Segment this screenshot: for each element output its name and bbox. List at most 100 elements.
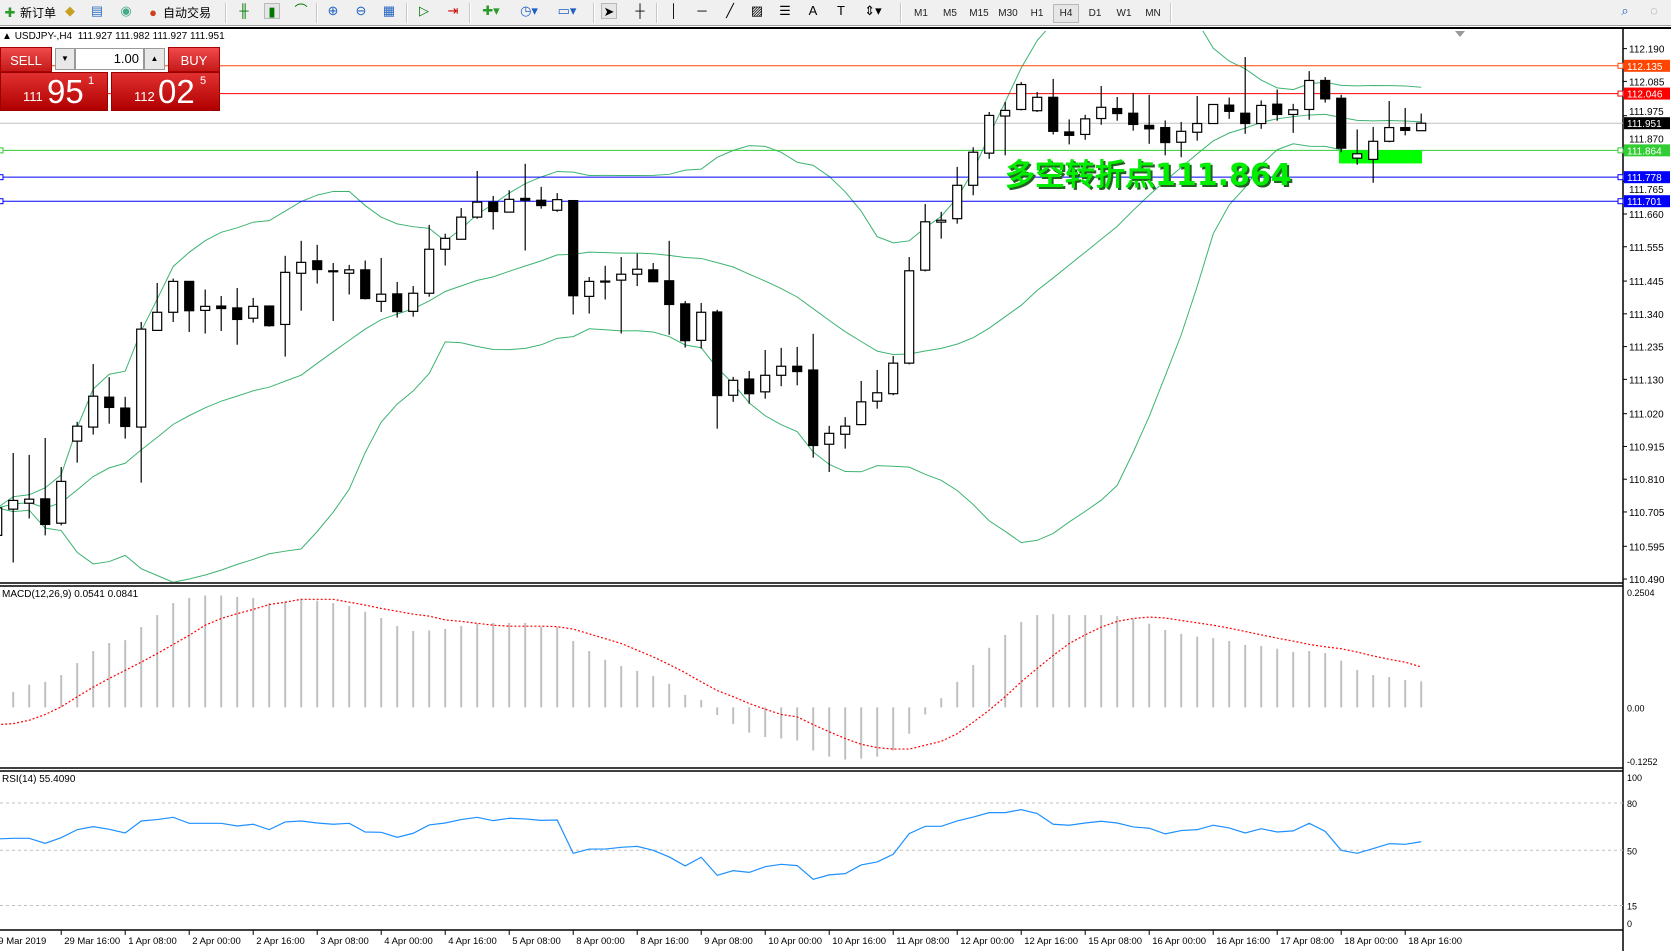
price-tag [1624,87,1670,100]
price-tick-label: 111.975 [1629,107,1664,118]
price-tick-label: 110.595 [1629,542,1665,553]
candle [472,170,483,219]
candle [0,507,3,536]
candle [1192,96,1203,141]
bull-candle-body [56,480,67,524]
candle [392,282,403,318]
price-tick-label: 111.445 [1629,277,1664,288]
timeframe-h1[interactable]: H1 [1030,8,1044,19]
bull-candle-body [1032,96,1043,112]
bull-candle-body [152,311,163,331]
bull-candle-body [1208,103,1219,125]
time-label: 9 Apr 08:00 [704,936,753,947]
candlestick-icon[interactable]: ▮ [264,3,280,19]
templates-icon[interactable]: ▭▾ [557,3,577,18]
candle [856,380,867,426]
zoom-out-icon[interactable]: ⊖ [355,3,367,18]
bear-candle-body [1048,96,1059,132]
tile-windows-icon[interactable]: ▦ [382,3,396,18]
sell-price[interactable]: 111 95 1 [0,72,108,111]
price-tick-label: 110.490 [1629,575,1665,586]
bear-candle-body [520,197,531,201]
timeframe-m15[interactable]: M15 [969,8,989,19]
chart-shift-icon[interactable]: ⇥ [447,3,459,18]
price-tick-label: 111.235 [1629,343,1664,354]
bull-candle-body [1304,79,1315,111]
bear-candle-body [1224,104,1235,112]
auto-scroll-icon[interactable]: ▷ [419,3,429,18]
time-label: 18 Apr 16:00 [1408,936,1462,947]
lot-increase-button[interactable]: ▲ [144,48,165,70]
bull-candle-body [8,499,19,510]
chat-icon[interactable]: ◌ [1650,3,1658,18]
highlight-zone [1339,150,1422,164]
bear-candle-body [792,365,803,373]
horizontal-line-icon[interactable]: ─ [697,3,707,18]
bar-chart-icon[interactable]: ╫ [239,3,249,18]
macd-header: MACD(12,26,9) 0.0541 0.0841 [2,589,139,600]
candle [1320,77,1331,103]
bear-candle-body [1160,126,1171,144]
timeframe-h4[interactable]: H4 [1053,4,1079,23]
indicators-icon[interactable]: ✚▾ [482,3,500,18]
cursor-icon[interactable]: ➤ [601,3,617,19]
price-tag-label: 111.864 [1627,146,1662,157]
bull-candle-body [696,311,707,341]
line-chart-icon[interactable]: ⌒ [294,3,308,18]
time-label: 29 Mar 16:00 [64,936,120,947]
candle [872,370,883,409]
buy-price[interactable]: 112 02 5 [111,72,220,111]
candle [1240,57,1251,134]
pivot-annotation: 多空转折点111.864 [1005,158,1292,193]
bull-candle-body [600,280,611,283]
candle [136,321,147,483]
bull-candle-body [776,365,787,376]
candle [1032,92,1043,112]
lot-size-input[interactable]: 1.00 [75,48,144,70]
candle [1368,126,1379,183]
new-order-button[interactable]: ✚ 新订单 [2,3,56,23]
vertical-line-icon[interactable]: │ [669,3,679,18]
candle [888,355,899,396]
timeframe-mn[interactable]: MN [1145,8,1161,19]
gold-icon[interactable]: ◆ [65,3,75,18]
candle [1352,129,1363,165]
candle [1256,100,1267,129]
buy-price-big-figure: 112 [134,89,155,104]
crosshair-icon[interactable]: ┼ [635,3,645,18]
bull-candle-body [88,395,99,428]
text-icon[interactable]: A [808,3,818,18]
bull-candle-body [280,271,291,326]
time-label: 17 Apr 08:00 [1280,936,1334,947]
periods-icon[interactable]: ◷▾ [520,3,538,18]
channel-icon[interactable]: ▨ [750,3,764,18]
candle [664,240,675,335]
bull-candle-body [168,280,179,313]
price-tag [1624,144,1670,157]
timeframe-d1[interactable]: D1 [1088,8,1102,19]
candle [1224,97,1235,119]
chart-window[interactable]: 112.190 112.085 111.975 111.870 111.765 111.6… [0,27,1671,951]
lot-decrease-button[interactable]: ▼ [55,48,75,70]
candle [1304,71,1315,120]
arrows-icon[interactable]: ⇕▾ [864,3,882,18]
timeframe-m5[interactable]: M5 [943,8,957,19]
buy-button[interactable]: BUY [168,47,220,72]
bull-candle-body [984,114,995,154]
one-click-trading-panel: SELL ▼ 1.00 ▲ BUY 111 95 1 112 02 5 [0,47,220,111]
candle [312,244,323,284]
search-icon[interactable]: ⌕ [1621,3,1629,18]
chart-canvas[interactable]: 112.190 112.085 111.975 111.870 111.765 111.6… [0,29,1671,951]
timeframe-w1[interactable]: W1 [1116,8,1132,19]
auto-trading-button[interactable]: ● 自动交易 [145,3,211,23]
trendline-icon[interactable]: ╱ [726,3,734,18]
timeframe-m1[interactable]: M1 [914,8,928,19]
signals-icon[interactable]: ◉ [120,3,132,18]
separator [406,3,408,23]
sell-button[interactable]: SELL [0,47,52,72]
zoom-in-icon[interactable]: ⊕ [327,3,339,18]
fibonacci-icon[interactable]: ☰ [779,3,791,18]
timeframe-m30[interactable]: M30 [998,8,1018,19]
market-watch-icon[interactable]: ▤ [90,3,104,18]
text-label-icon[interactable]: T [837,3,845,18]
